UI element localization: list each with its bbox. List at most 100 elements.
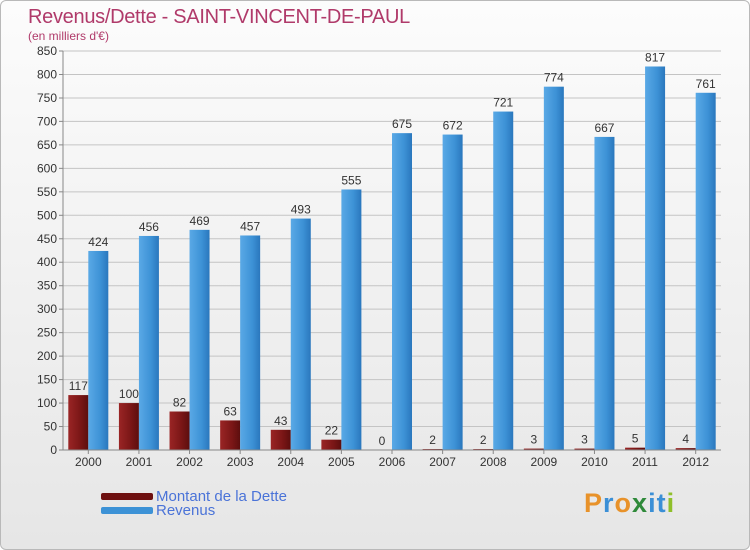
bar-revenue-2008 xyxy=(493,111,514,451)
value-label-debt-2009: 3 xyxy=(531,433,538,447)
value-label-revenue-2000: 424 xyxy=(88,235,108,249)
bar-debt-2012 xyxy=(675,448,696,450)
bar-revenue-2010 xyxy=(594,136,615,451)
chart-title: Revenus/Dette - SAINT-VINCENT-DE-PAUL xyxy=(28,6,410,28)
value-label-revenue-2011: 817 xyxy=(645,50,665,64)
bar-debt-2001 xyxy=(118,403,139,450)
y-tick-label: 50 xyxy=(44,420,58,434)
y-tick-label: 350 xyxy=(37,279,57,293)
legend-item-revenue: Revenus xyxy=(101,501,216,519)
y-tick-label: 100 xyxy=(37,396,57,410)
x-tick-label-2009: 2009 xyxy=(530,455,557,469)
legend-label-debt: Montant de la Dette xyxy=(156,487,287,505)
legend-item-debt: Montant de la Dette xyxy=(101,487,287,505)
chart-subtitle: (en milliers d'€) xyxy=(28,29,109,43)
y-axis-ticks: 0 50 100 150 200 250 300 350 400 450 500 550 600 650 7… xyxy=(37,44,63,457)
bar-revenue-2004 xyxy=(290,218,311,450)
x-tick-label-2008: 2008 xyxy=(480,455,507,469)
y-tick-label: 700 xyxy=(37,114,57,128)
logo-letter: x xyxy=(632,488,649,518)
value-label-debt-2007: 2 xyxy=(429,433,436,447)
value-label-debt-2000: 117 xyxy=(69,379,88,393)
x-tick-label-2003: 2003 xyxy=(227,455,254,469)
value-label-revenue-2002: 469 xyxy=(190,214,210,228)
y-tick-label: 300 xyxy=(37,302,57,316)
bar-debt-2004 xyxy=(270,429,291,450)
x-tick-label-2012: 2012 xyxy=(682,455,709,469)
bar-revenue-2003 xyxy=(240,235,261,450)
logo-letter: P xyxy=(584,488,604,518)
logo-letter: i xyxy=(666,488,676,518)
value-label-debt-2012: 4 xyxy=(682,432,689,446)
value-label-debt-2005: 22 xyxy=(325,424,339,438)
value-label-revenue-2004: 493 xyxy=(291,203,311,217)
y-tick-label: 200 xyxy=(37,349,57,363)
bar-revenue-2002 xyxy=(189,229,210,450)
legend-swatch-debt xyxy=(101,492,153,500)
x-tick-label-2006: 2006 xyxy=(379,455,406,469)
y-tick-label: 250 xyxy=(37,326,57,340)
logo-letter: t xyxy=(656,488,667,518)
bar-revenue-2000 xyxy=(88,250,109,450)
value-label-debt-2001: 100 xyxy=(119,387,139,401)
value-label-debt-2011: 5 xyxy=(632,432,639,446)
bar-revenue-2005 xyxy=(341,189,362,450)
bar-debt-2009 xyxy=(523,448,544,450)
bar-debt-2000 xyxy=(68,395,89,450)
y-tick-label: 850 xyxy=(37,44,57,58)
value-labels: 117 424 100 456 82 469 63 457 4 3 493 22 555 0 675 2 672… xyxy=(69,50,716,448)
bar-revenue-2009 xyxy=(543,86,564,450)
value-label-revenue-2009: 774 xyxy=(544,71,564,85)
value-label-revenue-2010: 667 xyxy=(594,121,614,135)
value-label-revenue-2005: 555 xyxy=(341,173,361,187)
bar-revenue-2006 xyxy=(392,133,412,450)
value-label-revenue-2007: 672 xyxy=(443,119,463,133)
bar-debt-2002 xyxy=(169,411,190,450)
bar-revenue-2001 xyxy=(138,235,159,450)
bar-debt-2005 xyxy=(321,439,342,450)
x-tick-label-2000: 2000 xyxy=(75,455,102,469)
value-label-debt-2006: 0 xyxy=(379,434,386,448)
y-tick-label: 150 xyxy=(37,373,57,387)
bars xyxy=(68,66,716,451)
logo-letter: o xyxy=(614,488,633,518)
y-tick-label: 400 xyxy=(37,255,57,269)
x-tick-label-2004: 2004 xyxy=(277,455,304,469)
x-tick-label-2010: 2010 xyxy=(581,455,608,469)
x-tick-label-2002: 2002 xyxy=(176,455,203,469)
y-tick-label: 550 xyxy=(37,185,57,199)
x-axis-ticks: 2000 2001 2002 2003 2004 2005 2006 2007 2008 2009… xyxy=(75,450,709,469)
bar-revenue-2011 xyxy=(645,66,666,450)
proxiti-logo: Proxiti xyxy=(584,488,675,519)
logo-letter: i xyxy=(648,488,657,518)
y-tick-label: 750 xyxy=(37,91,57,105)
y-tick-label: 450 xyxy=(37,232,57,246)
value-label-revenue-2001: 456 xyxy=(139,220,159,234)
bar-revenue-2007 xyxy=(442,134,463,450)
bar-debt-2003 xyxy=(220,420,241,450)
bar-debt-2010 xyxy=(574,448,595,450)
x-tick-label-2005: 2005 xyxy=(328,455,355,469)
value-label-debt-2002: 82 xyxy=(173,396,187,410)
y-tick-label: 600 xyxy=(37,161,57,175)
x-tick-label-2011: 2011 xyxy=(632,455,658,469)
y-tick-label: 500 xyxy=(37,208,57,222)
value-label-debt-2008: 2 xyxy=(480,433,487,447)
y-tick-label: 650 xyxy=(37,138,57,152)
legend-label-revenue: Revenus xyxy=(156,501,216,519)
logo-letter: r xyxy=(603,488,615,518)
value-label-debt-2010: 3 xyxy=(581,433,588,447)
bar-debt-2011 xyxy=(625,447,646,450)
bar-revenue-2012 xyxy=(695,92,716,450)
value-label-debt-2003: 63 xyxy=(223,404,237,418)
x-tick-label-2007: 2007 xyxy=(429,455,456,469)
y-tick-label: 0 xyxy=(50,443,57,457)
value-label-revenue-2012: 761 xyxy=(696,77,716,91)
value-label-revenue-2008: 721 xyxy=(493,96,513,110)
value-label-revenue-2006: 675 xyxy=(392,117,412,131)
legend-swatch-revenue xyxy=(101,506,153,514)
value-label-revenue-2003: 457 xyxy=(240,219,260,233)
x-tick-label-2001: 2001 xyxy=(126,455,153,469)
